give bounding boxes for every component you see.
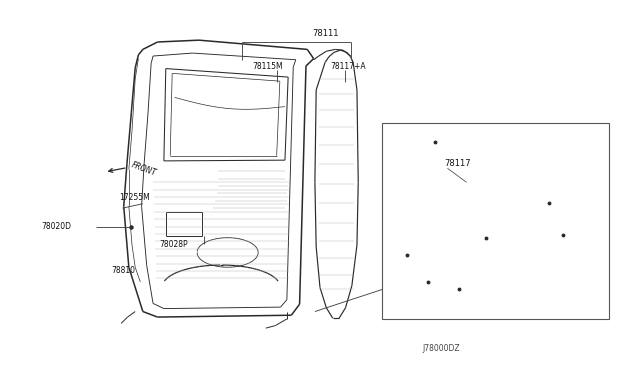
Text: 78020D: 78020D — [41, 222, 71, 231]
Text: 78115M: 78115M — [252, 61, 283, 71]
Text: J78000DZ: J78000DZ — [422, 344, 460, 353]
Text: 78810: 78810 — [111, 266, 135, 275]
Text: FRONT: FRONT — [130, 161, 157, 178]
Bar — [383, 123, 609, 319]
Text: 78028P: 78028P — [159, 240, 188, 249]
Text: 78111: 78111 — [312, 29, 339, 38]
Text: 78117+A: 78117+A — [330, 61, 366, 71]
Text: 78117: 78117 — [444, 158, 471, 168]
Text: 17255M: 17255M — [119, 193, 150, 202]
